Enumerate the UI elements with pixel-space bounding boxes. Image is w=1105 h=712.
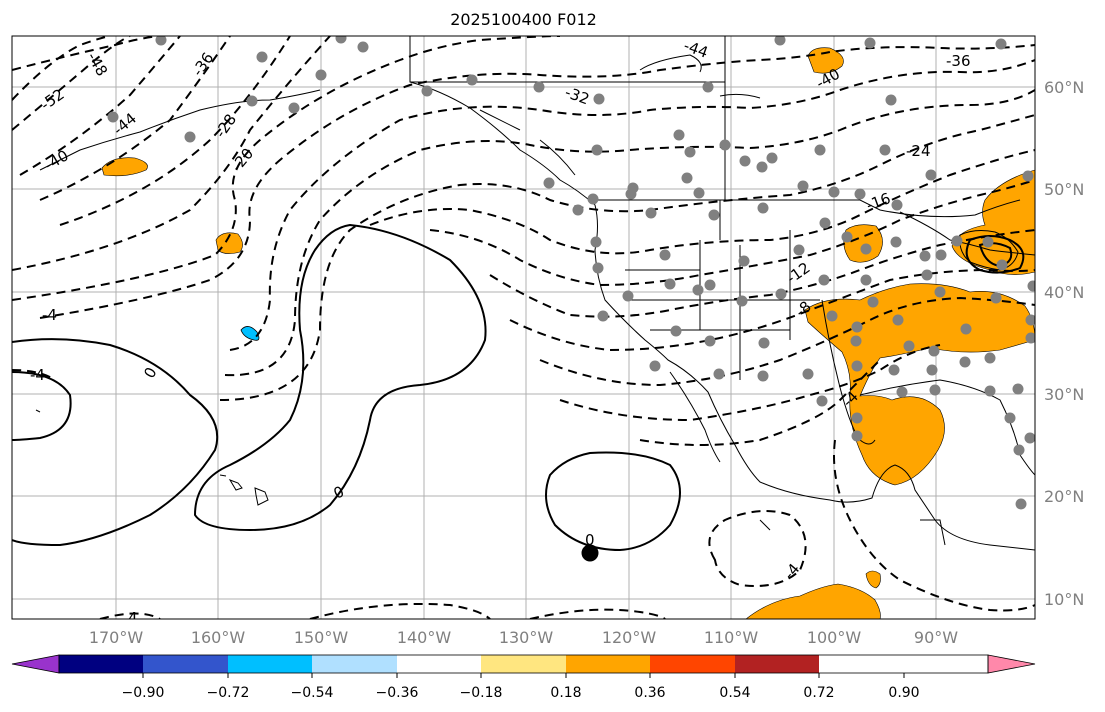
colorbar-tick-label: −0.54 [291, 685, 334, 701]
contour-label: 4 [128, 609, 138, 627]
lon-label: 170°W [89, 628, 144, 647]
lon-label: 120°W [602, 628, 657, 647]
colorbar-extend-high [987, 654, 1036, 674]
lon-label: 160°W [191, 628, 246, 647]
lat-label: 60°N [1044, 78, 1084, 97]
map-frame [11, 35, 1036, 620]
colorbar-tick-label: −0.36 [376, 685, 419, 701]
colorbar-segment [566, 655, 650, 673]
colorbar-segment [735, 655, 819, 673]
contour-label: -36 [946, 52, 971, 70]
colorbar-segment [650, 655, 735, 673]
lon-label: 90°W [914, 628, 958, 647]
colorbar-segment [397, 655, 481, 673]
contour-label: -4 [30, 366, 45, 384]
negative-fill-region [240, 326, 260, 341]
colorbar-tick-label: −0.18 [460, 685, 503, 701]
zero-contours [12, 223, 1025, 552]
lat-label: 10°N [1044, 590, 1084, 609]
lat-label: 50°N [1044, 180, 1084, 199]
colorbar-tick-label: 0.54 [719, 685, 750, 701]
lon-label: 130°W [499, 628, 554, 647]
colorbar-segment [59, 655, 143, 673]
colorbar-segment [481, 655, 566, 673]
colorbar-segment [143, 655, 228, 673]
latitude-labels: 60°N 50°N 40°N 30°N 20°N 10°N [1044, 78, 1084, 609]
storm-marker [581, 544, 599, 562]
lon-label: 100°W [807, 628, 862, 647]
positive-fill-regions [101, 47, 1035, 619]
station-markers [107, 36, 1035, 510]
contour-label: -4 [42, 306, 57, 324]
map-title: 2025100400 F012 [450, 10, 597, 29]
contour-label: 0 [585, 531, 595, 549]
colorbar-tick-label: −0.72 [207, 685, 250, 701]
colorbar-tick-label: −0.90 [122, 685, 165, 701]
lat-label: 30°N [1044, 385, 1084, 404]
longitude-labels: 170°W 160°W 150°W 140°W 130°W 120°W 110°… [89, 628, 958, 647]
colorbar-tick-label: 0.72 [803, 685, 834, 701]
lon-label: 150°W [294, 628, 349, 647]
colorbar-segment [228, 655, 312, 673]
colorbar: −0.90 −0.72 −0.54 −0.36 −0.18 0.18 0.36 0.54 0.7… [11, 654, 1036, 701]
colorbar-tick-label: 0.90 [888, 685, 919, 701]
lon-label: 110°W [704, 628, 759, 647]
lon-label: 140°W [397, 628, 452, 647]
contour-label: -24 [906, 142, 931, 160]
colorbar-tick-label: 0.36 [634, 685, 665, 701]
lat-label: 40°N [1044, 283, 1084, 302]
lat-label: 20°N [1044, 487, 1084, 506]
colorbar-extend-low [11, 654, 60, 674]
colorbar-segment [312, 655, 397, 673]
colorbar-tick-label: 0.18 [550, 685, 581, 701]
